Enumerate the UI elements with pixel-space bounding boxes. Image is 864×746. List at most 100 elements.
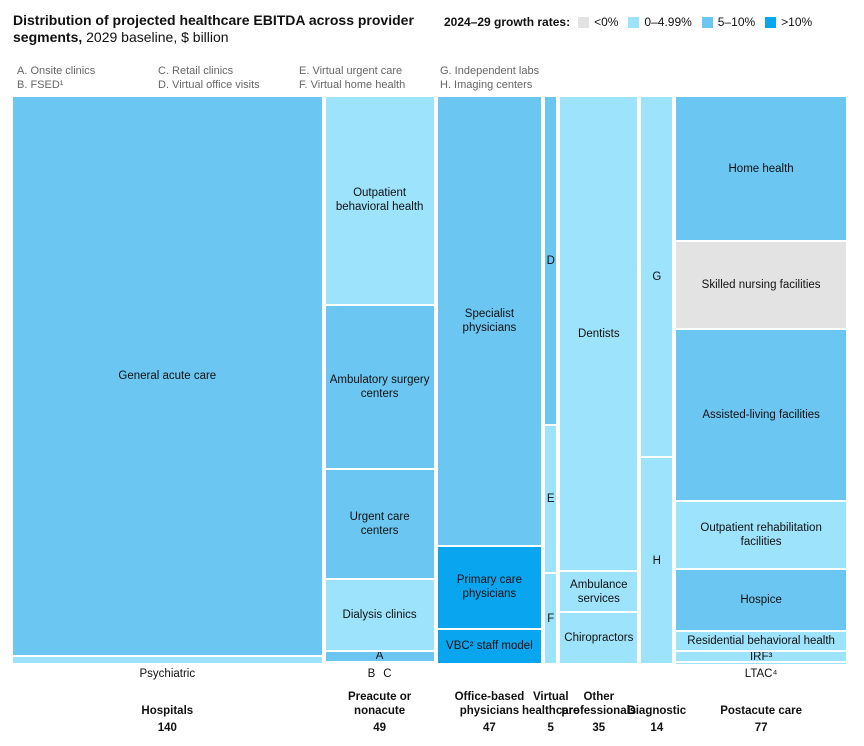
segment: D — [545, 97, 557, 427]
chart-title-block: Distribution of projected healthcare EBI… — [13, 12, 433, 46]
column-total: 140 — [157, 722, 177, 734]
key-label: E. Virtual urgent care — [299, 65, 403, 77]
column: Specialist physicians Primary care physic… — [437, 97, 542, 665]
column-name: Diagnostic — [627, 705, 687, 717]
column: General acute care — [13, 97, 322, 665]
column-total: 47 — [483, 722, 496, 734]
segment — [676, 662, 846, 665]
segment-label: Outpatient behavioral health — [335, 187, 424, 214]
segment: A — [325, 652, 434, 663]
segment-label: G — [652, 270, 662, 283]
segment: Skilled nursing facilities — [676, 242, 846, 331]
legend-title: 2024–29 growth rates: — [444, 15, 571, 29]
legend-swatch — [765, 16, 777, 28]
segment-label: Outpatient rehabilitation facilities — [700, 521, 822, 548]
segment-label: Residential behavioral health — [687, 635, 835, 648]
legend-swatch — [628, 16, 640, 28]
segment-label: H — [652, 554, 661, 567]
segment: Outpatient rehabilitation facilities — [676, 501, 846, 570]
legend-item: >10% — [765, 15, 812, 29]
column-name: Preacute or nonacute — [347, 691, 412, 717]
segment-label: D — [546, 254, 555, 267]
below-labels: LTAC⁴ — [676, 668, 846, 680]
segment — [325, 663, 434, 665]
segment: Dentists — [560, 97, 638, 573]
segment: G — [641, 97, 673, 459]
segment-label: Dentists — [578, 327, 620, 340]
column-name: Hospitals — [141, 705, 194, 717]
segment: VBC² staff model — [437, 629, 542, 665]
legend-swatch — [578, 16, 590, 28]
legend-swatch — [701, 16, 713, 28]
key-label: D. Virtual office visits — [158, 79, 260, 91]
legend-label: 0–4.99% — [644, 15, 692, 29]
segment: H — [641, 458, 673, 665]
segment-label: Assisted-living facilities — [702, 409, 820, 422]
column: Home health Skilled nursing facilities Ass… — [676, 97, 846, 665]
segment-label: Skilled nursing facilities — [701, 279, 821, 292]
column-name: Virtual healthcare — [521, 691, 580, 717]
legend: 2024–29 growth rates: <0% 0–4.99% 5–10% >10% — [444, 15, 822, 29]
segment: Home health — [676, 97, 846, 243]
column-total: 35 — [592, 722, 606, 734]
segment-label: Hospice — [740, 593, 782, 606]
column-total: 5 — [547, 722, 554, 734]
segment-label: Specialist physicians — [462, 307, 517, 334]
below-labels: Psychiatric — [13, 668, 322, 680]
segment: Assisted-living facilities — [676, 330, 846, 502]
segment: Hospice — [676, 569, 846, 632]
segment: Urgent care centers — [325, 470, 434, 581]
column-total: 77 — [754, 722, 768, 734]
segment: Specialist physicians — [437, 97, 542, 547]
segment: F — [545, 574, 557, 665]
segment: General acute care — [13, 97, 322, 657]
segment: Primary care physicians — [437, 546, 542, 630]
legend-item: 5–10% — [701, 15, 756, 29]
chart-subtitle: 2029 baseline, $ billion — [86, 29, 229, 45]
column: Outpatient behavioral health Ambulatory s… — [325, 97, 434, 665]
segment-label: E — [546, 493, 555, 506]
segment-label: Urgent care centers — [349, 511, 410, 538]
key-label: B. FSED¹ — [17, 79, 64, 91]
legend-label: >10% — [781, 15, 813, 29]
outside-label: Psychiatric — [139, 668, 196, 680]
segment: Ambulance services — [560, 572, 638, 614]
segment-label: F — [547, 612, 555, 625]
segment — [325, 662, 434, 664]
segment — [13, 656, 322, 665]
segment: E — [545, 426, 557, 575]
segment: IRF³ — [676, 652, 846, 663]
segment-label: Chiropractors — [564, 632, 634, 645]
key-label: A. Onsite clinics — [17, 65, 96, 77]
segment-label: VBC² staff model — [446, 640, 533, 653]
segment-label: Home health — [728, 162, 794, 175]
key-label: F. Virtual home health — [299, 79, 406, 91]
segment: Dialysis clinics — [325, 580, 434, 653]
segment: Chiropractors — [560, 613, 638, 665]
column: Dentists Ambulance services Chiropractors — [560, 97, 638, 665]
segment-label: Ambulance services — [570, 578, 628, 605]
outside-label: LTAC⁴ — [744, 668, 778, 680]
legend-item: 0–4.99% — [628, 15, 692, 29]
chart-title: Distribution of projected healthcare EBI… — [13, 12, 414, 45]
segment-label: Ambulatory surgery centers — [329, 373, 430, 400]
key-label: C. Retail clinics — [158, 65, 234, 77]
column: D E F — [545, 97, 557, 665]
legend-label: 5–10% — [717, 15, 756, 29]
column-name: Office-based physicians — [454, 691, 525, 717]
column-name: Other professionals — [561, 691, 637, 717]
segment-label: A — [375, 652, 384, 663]
legend-item: <0% — [578, 15, 618, 29]
key-label: H. Imaging centers — [440, 79, 533, 91]
segment-label: Primary care physicians — [456, 574, 522, 601]
column-total: 49 — [373, 722, 386, 734]
segment-label: IRF³ — [749, 652, 773, 663]
column-total: 14 — [650, 722, 664, 734]
segment: Outpatient behavioral health — [325, 97, 434, 306]
legend-label: <0% — [594, 15, 619, 29]
segment: Residential behavioral health — [676, 631, 846, 653]
